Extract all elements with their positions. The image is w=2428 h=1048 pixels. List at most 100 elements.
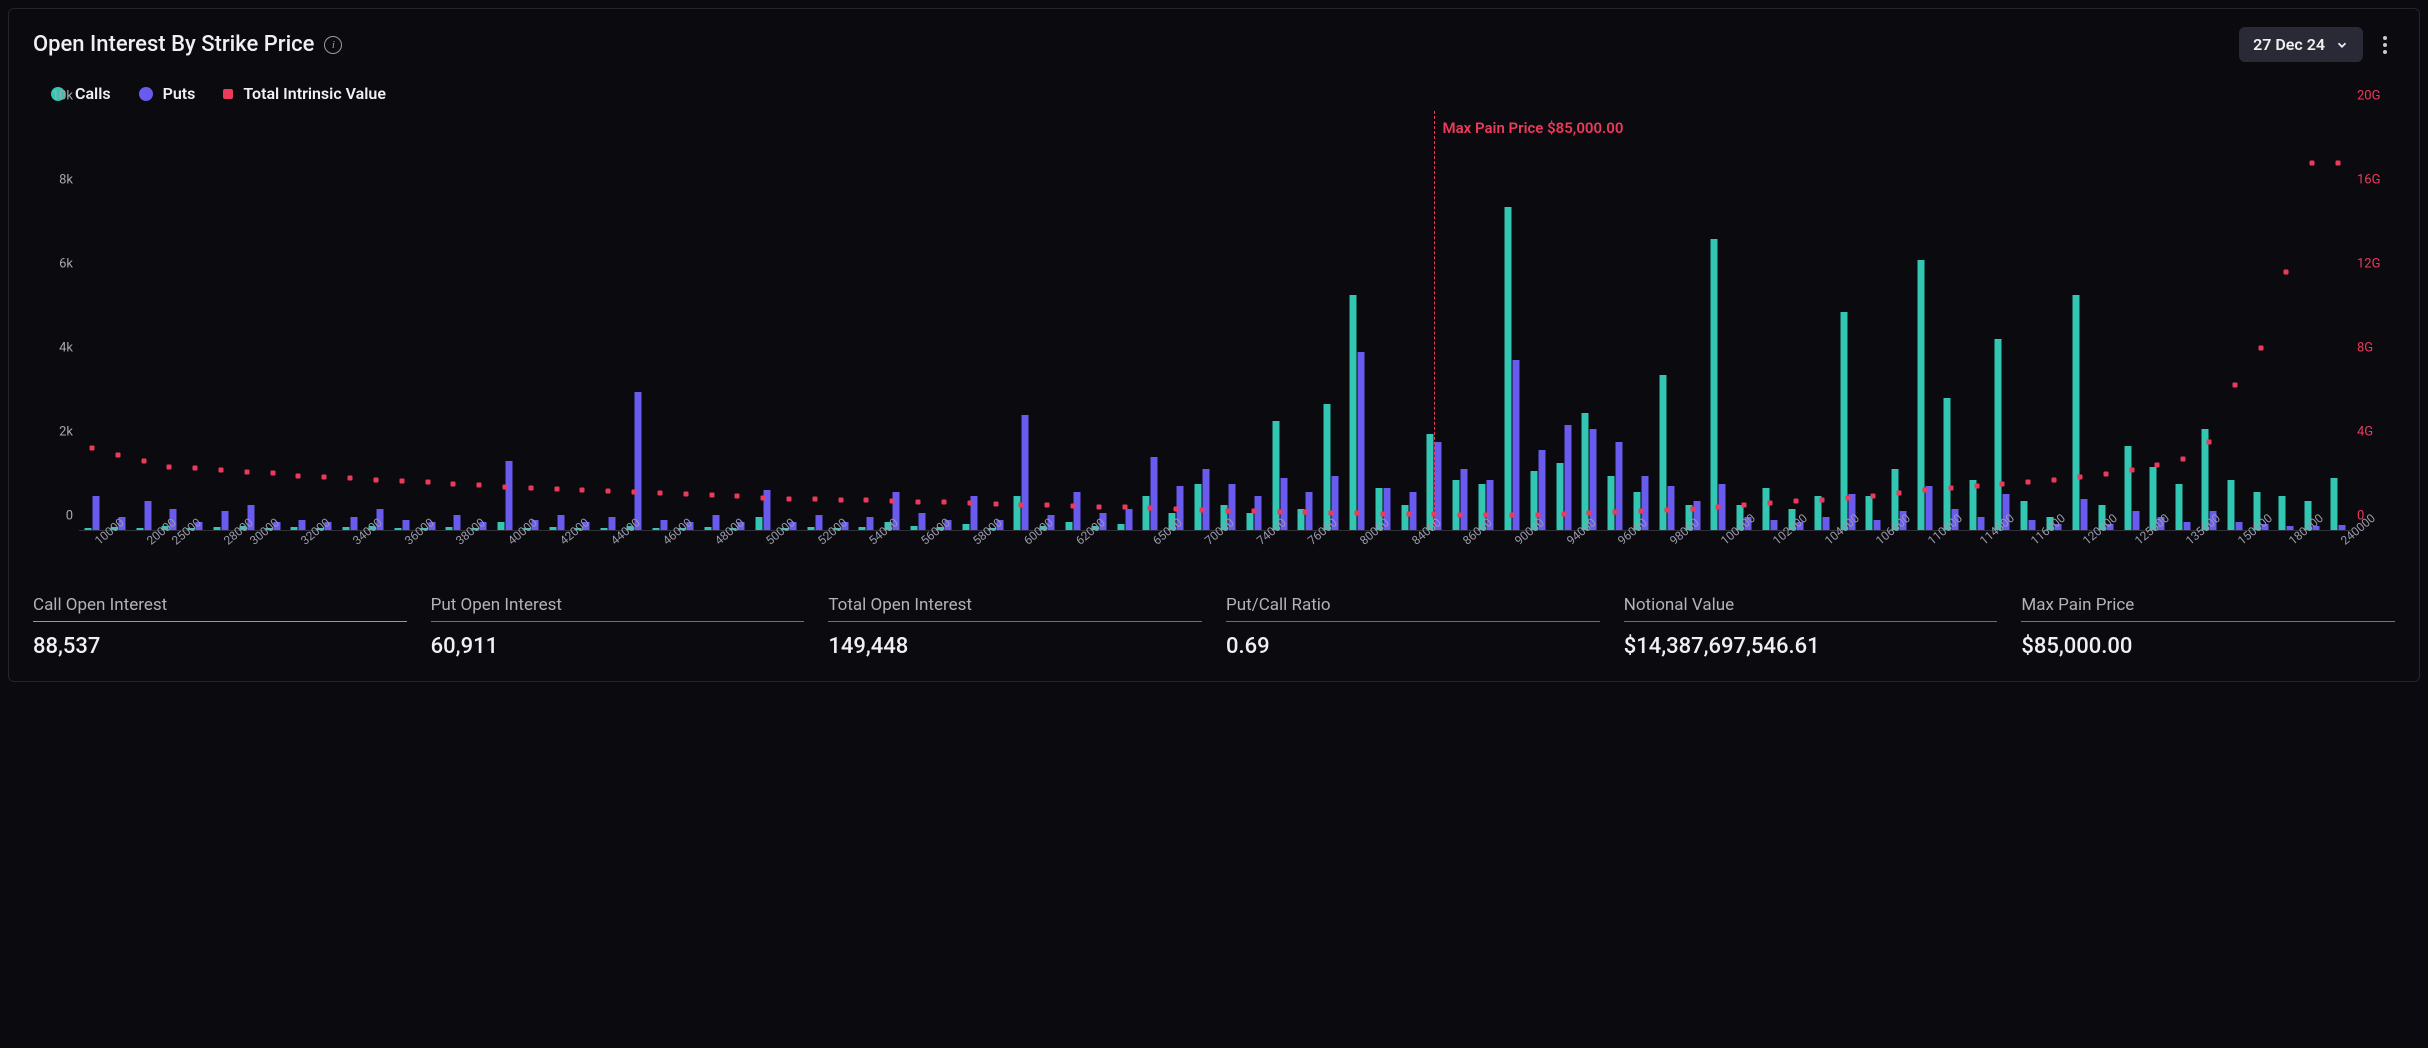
bar-group[interactable] — [472, 111, 487, 530]
bar-group[interactable] — [1169, 111, 1184, 530]
legend-intrinsic-label: Total Intrinsic Value — [243, 84, 386, 103]
bar-group[interactable] — [136, 111, 151, 530]
bar-group[interactable] — [2072, 111, 2087, 530]
bar-group[interactable] — [1143, 111, 1158, 530]
bar-group[interactable] — [110, 111, 125, 530]
bar-group[interactable] — [859, 111, 874, 530]
bar-group[interactable] — [1401, 111, 1416, 530]
bar-group[interactable] — [1814, 111, 1829, 530]
bar-group[interactable] — [1453, 111, 1468, 530]
bar-group[interactable] — [368, 111, 383, 530]
bar-group[interactable] — [936, 111, 951, 530]
bar-group[interactable] — [1091, 111, 1106, 530]
bar-group[interactable] — [962, 111, 977, 530]
bar-group[interactable] — [575, 111, 590, 530]
bar-group[interactable] — [1246, 111, 1261, 530]
bar-group[interactable] — [1840, 111, 1855, 530]
header-right: 27 Dec 24 — [2239, 27, 2395, 62]
bar-group[interactable] — [239, 111, 254, 530]
bar-group[interactable] — [1479, 111, 1494, 530]
bar-group[interactable] — [1685, 111, 1700, 530]
bar-group[interactable] — [1220, 111, 1235, 530]
bar-group[interactable] — [1117, 111, 1132, 530]
bar-group[interactable] — [1040, 111, 1055, 530]
calls-bar — [343, 527, 350, 530]
bar-group[interactable] — [2047, 111, 2062, 530]
calls-bar — [1943, 398, 1950, 530]
bar-group[interactable] — [1659, 111, 1674, 530]
calls-bar — [704, 527, 711, 530]
bar-group[interactable] — [498, 111, 513, 530]
bar-group[interactable] — [988, 111, 1003, 530]
intrinsic-point — [2129, 468, 2134, 473]
bar-group[interactable] — [1969, 111, 1984, 530]
bar-group[interactable] — [730, 111, 745, 530]
bar-group[interactable] — [678, 111, 693, 530]
bar-group[interactable] — [2305, 111, 2320, 530]
bar-group[interactable] — [1195, 111, 1210, 530]
bar-group[interactable] — [523, 111, 538, 530]
bar-group[interactable] — [1582, 111, 1597, 530]
bar-group[interactable] — [833, 111, 848, 530]
bar-group[interactable] — [1556, 111, 1571, 530]
bar-group[interactable] — [446, 111, 461, 530]
bar-group[interactable] — [1737, 111, 1752, 530]
bar-group[interactable] — [1530, 111, 1545, 530]
intrinsic-point — [1793, 499, 1798, 504]
panel-title: Open Interest By Strike Price — [33, 32, 314, 57]
intrinsic-point — [1045, 503, 1050, 508]
legend-puts[interactable]: Puts — [139, 84, 196, 103]
bar-group[interactable] — [782, 111, 797, 530]
intrinsic-point — [1664, 508, 1669, 513]
bar-group[interactable] — [1943, 111, 1958, 530]
bar-group[interactable] — [1350, 111, 1365, 530]
bar-group[interactable] — [291, 111, 306, 530]
bar-group[interactable] — [1788, 111, 1803, 530]
bar-group[interactable] — [704, 111, 719, 530]
bar-group[interactable] — [756, 111, 771, 530]
bar-group[interactable] — [394, 111, 409, 530]
bar-group[interactable] — [1634, 111, 1649, 530]
bar-group[interactable] — [2176, 111, 2191, 530]
legend-intrinsic[interactable]: Total Intrinsic Value — [223, 84, 386, 103]
bar-group[interactable] — [2227, 111, 2242, 530]
bar-group[interactable] — [420, 111, 435, 530]
oi-panel: Open Interest By Strike Price i 27 Dec 2… — [8, 8, 2420, 682]
bar-group[interactable] — [343, 111, 358, 530]
bar-group[interactable] — [1324, 111, 1339, 530]
bar-group[interactable] — [652, 111, 667, 530]
bar-group[interactable] — [601, 111, 616, 530]
bar-group[interactable] — [627, 111, 642, 530]
bar-group[interactable] — [1375, 111, 1390, 530]
bar-group[interactable] — [885, 111, 900, 530]
bar-group[interactable] — [911, 111, 926, 530]
bar-group[interactable] — [1608, 111, 1623, 530]
bar-group[interactable] — [317, 111, 332, 530]
bar-group[interactable] — [1272, 111, 1287, 530]
bar-group[interactable] — [84, 111, 99, 530]
kebab-menu[interactable] — [2375, 32, 2395, 58]
bar-group[interactable] — [2021, 111, 2036, 530]
bar-group[interactable] — [1918, 111, 1933, 530]
bar-group[interactable] — [2202, 111, 2217, 530]
bar-group[interactable] — [265, 111, 280, 530]
bar-group[interactable] — [1066, 111, 1081, 530]
bar-group[interactable] — [1711, 111, 1726, 530]
puts-bar — [867, 517, 874, 530]
bar-group[interactable] — [1892, 111, 1907, 530]
bar-group[interactable] — [1014, 111, 1029, 530]
bar-group[interactable] — [1995, 111, 2010, 530]
bar-group[interactable] — [2279, 111, 2294, 530]
info-icon[interactable]: i — [324, 36, 342, 54]
bar-group[interactable] — [1504, 111, 1519, 530]
bar-group[interactable] — [1763, 111, 1778, 530]
puts-swatch — [139, 87, 153, 101]
bar-group[interactable] — [549, 111, 564, 530]
bar-group[interactable] — [1298, 111, 1313, 530]
date-selector[interactable]: 27 Dec 24 — [2239, 27, 2363, 62]
bar-group[interactable] — [2331, 111, 2346, 530]
bar-group[interactable] — [1866, 111, 1881, 530]
bar-group[interactable] — [807, 111, 822, 530]
bar-group[interactable] — [2098, 111, 2113, 530]
bar-group[interactable] — [2253, 111, 2268, 530]
